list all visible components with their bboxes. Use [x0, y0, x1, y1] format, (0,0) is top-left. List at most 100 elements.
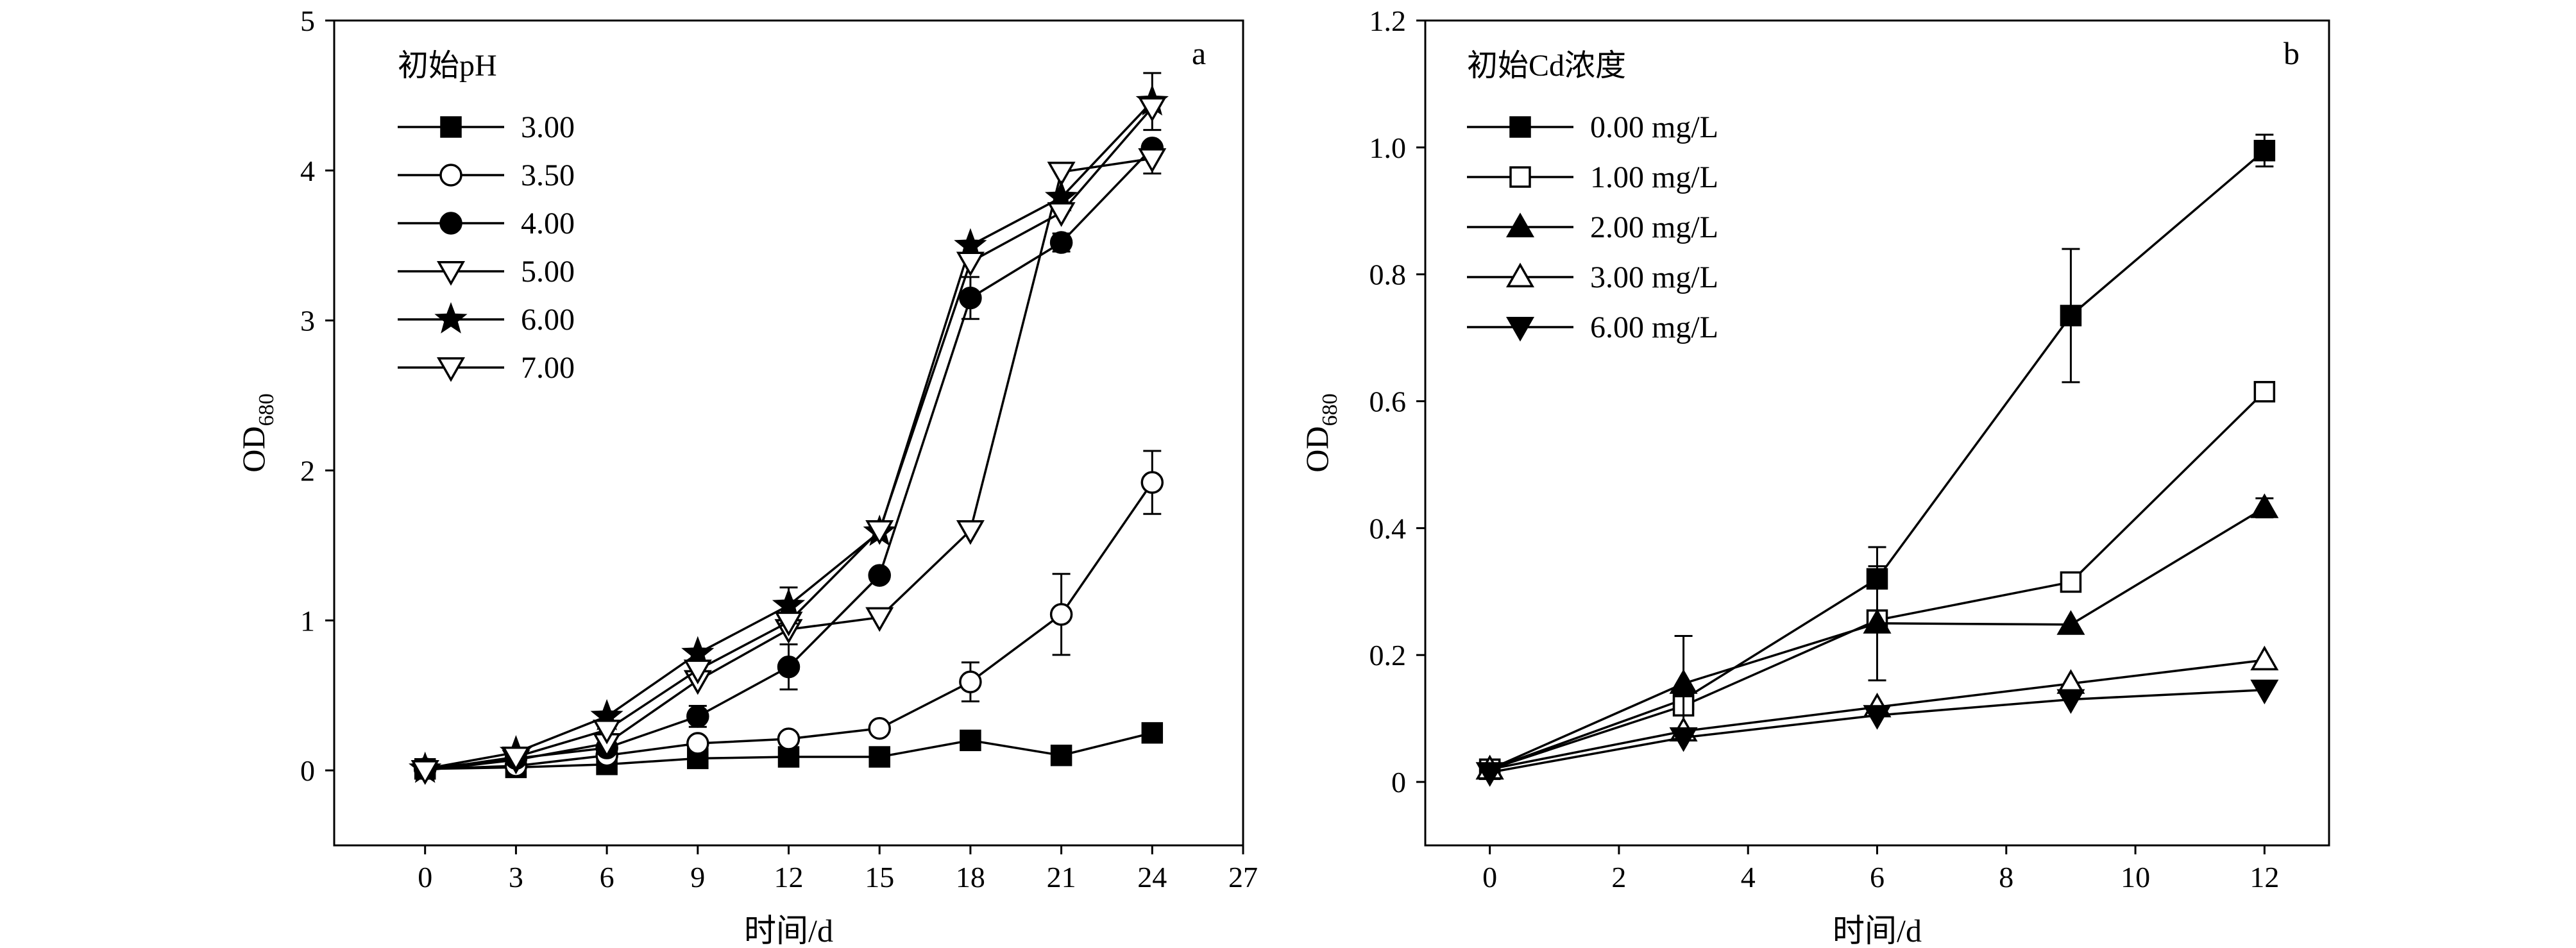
data-point — [2250, 645, 2279, 671]
data-point — [1669, 727, 1698, 752]
data-point — [502, 747, 530, 772]
legend-item: 6.00 — [398, 301, 575, 337]
data-point — [868, 716, 891, 740]
data-point — [2056, 610, 2085, 635]
legend-item: 7.00 — [398, 351, 575, 385]
legend-label: 2.00 mg/L — [1590, 210, 1718, 244]
x-tick-label: 12 — [2250, 861, 2279, 893]
legend-label: 3.00 — [521, 110, 575, 144]
x-tick-label: 24 — [1137, 861, 1167, 893]
data-point — [1863, 609, 1892, 634]
y-axis-label-sub: 680 — [255, 393, 278, 426]
legend-label: 3.50 — [521, 158, 575, 192]
y-tick-label: 1 — [300, 604, 315, 637]
data-point — [774, 611, 803, 637]
legend-label: 0.00 mg/L — [1590, 110, 1718, 144]
legend-marker — [436, 261, 466, 286]
data-point — [960, 729, 981, 752]
legend: 初始Cd浓度 0.00 mg/L 1.00 mg/L 2.00 mg/L 3.00 mg… — [1467, 49, 1718, 344]
x-tick-label: 6 — [1870, 861, 1885, 893]
y-axis-label-main: OD — [235, 426, 271, 472]
y-tick-label: 0 — [300, 754, 315, 787]
data-point — [954, 228, 987, 260]
y-tick-label: 3 — [300, 305, 315, 337]
data-point — [1475, 762, 1504, 787]
x-tick-label: 9 — [690, 861, 705, 893]
data-point — [1863, 705, 1892, 730]
data-point — [1047, 162, 1076, 187]
y-tick-label: 0.6 — [1369, 385, 1407, 418]
legend-label: 1.00 mg/L — [1590, 160, 1718, 194]
legend-marker — [439, 212, 462, 235]
x-tick-label: 8 — [1999, 861, 2013, 893]
data-point — [868, 564, 891, 587]
legend-label: 6.00 mg/L — [1590, 310, 1718, 344]
x-tick-label: 18 — [956, 861, 985, 893]
x-tick-label: 21 — [1047, 861, 1076, 893]
legend-label: 7.00 — [521, 351, 575, 385]
x-tick-label: 3 — [509, 861, 523, 893]
legend-label: 3.00 mg/L — [1590, 260, 1718, 294]
data-point — [1050, 744, 1072, 766]
series-7.00 — [411, 97, 1167, 785]
y-tick-label: 1.0 — [1369, 131, 1407, 164]
data-point — [777, 727, 801, 750]
x-tick-label: 2 — [1611, 861, 1626, 893]
data-point — [683, 659, 712, 684]
chart-panel-b: 0 2 4 6 8 10 12 0 0.2 0.4 0.6 0.8 1.0 1.2 时间/d OD680 b 初始… — [1299, 4, 2330, 948]
y-axis-label-main: OD — [1299, 426, 1335, 472]
y-tick-label: 0.4 — [1369, 512, 1407, 545]
y-axis-label: OD680 — [235, 393, 278, 472]
x-tick-label: 12 — [774, 861, 804, 893]
data-point — [1669, 669, 1698, 694]
data-point — [1141, 722, 1164, 744]
data-point — [865, 607, 894, 632]
series-6.00 mg/L — [1475, 679, 2279, 787]
y-tick-label: 1.2 — [1369, 4, 1407, 37]
legend-item: 5.00 — [398, 255, 575, 289]
legend-item: 3.50 — [398, 158, 575, 192]
data-point — [2056, 689, 2085, 715]
legend-marker — [1509, 166, 1531, 188]
legend: 初始pH 3.00 3.50 4.00 5.00 6.00 7.00 — [398, 49, 575, 385]
data-point — [1047, 202, 1076, 227]
y-tick-label: 5 — [300, 4, 315, 37]
data-point — [2253, 380, 2276, 403]
data-point — [1138, 148, 1167, 173]
data-point — [1138, 97, 1167, 123]
y-axis-label: OD680 — [1299, 393, 1342, 472]
plot-frame — [333, 19, 1244, 847]
legend-marker — [1505, 317, 1535, 342]
legend-marker — [436, 357, 466, 382]
data-point — [2060, 305, 2082, 326]
data-point — [956, 251, 985, 276]
legend-label: 5.00 — [521, 255, 575, 289]
x-tick-label: 0 — [418, 861, 432, 893]
legend-label: 4.00 — [521, 207, 575, 241]
data-point — [681, 636, 715, 668]
y-tick-label: 4 — [300, 155, 315, 187]
data-point — [2253, 140, 2276, 162]
data-point — [959, 670, 982, 693]
panel-label: a — [1192, 35, 1206, 71]
legend-marker — [434, 301, 468, 334]
legend-title: 初始Cd浓度 — [1467, 49, 1626, 83]
legend-marker — [1505, 212, 1535, 237]
data-point — [2250, 493, 2279, 518]
x-tick-label: 6 — [600, 861, 614, 893]
data-point — [956, 520, 985, 545]
x-tick-label: 27 — [1228, 861, 1258, 893]
legend-marker — [440, 116, 462, 138]
data-point — [1049, 603, 1073, 626]
x-tick-label: 4 — [1741, 861, 1756, 893]
y-tick-label: 0 — [1391, 766, 1406, 799]
legend-item: 1.00 mg/L — [1467, 160, 1718, 194]
data-point — [865, 520, 894, 545]
legend-marker — [439, 164, 462, 187]
y-axis-label-sub: 680 — [1318, 393, 1342, 426]
legend-item: 3.00 mg/L — [1467, 260, 1718, 294]
y-tick-label: 2 — [300, 454, 315, 487]
legend-item: 6.00 mg/L — [1467, 310, 1718, 344]
series-2.00 mg/L — [1475, 493, 2279, 780]
